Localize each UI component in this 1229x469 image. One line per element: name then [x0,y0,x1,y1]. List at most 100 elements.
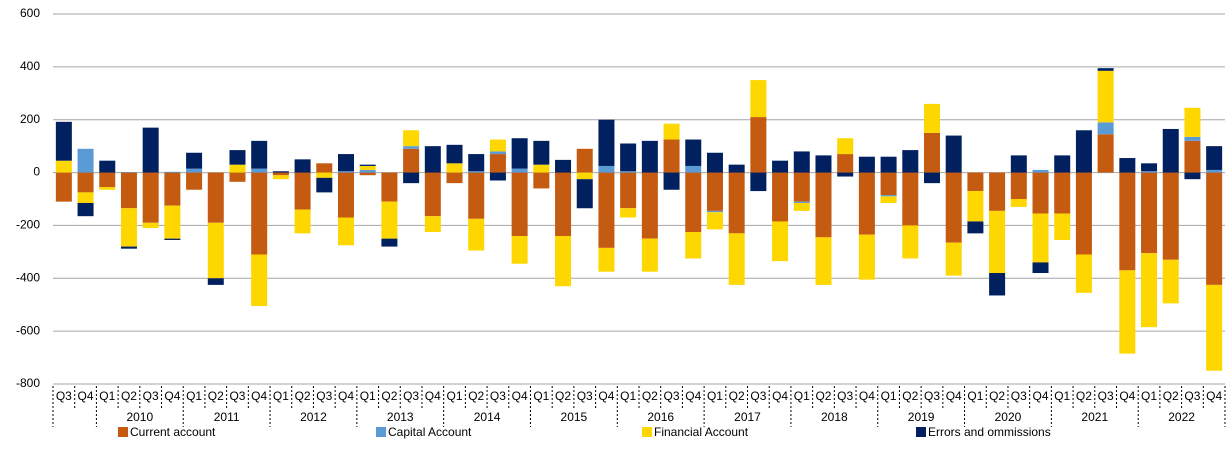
bar [967,191,984,222]
bar [120,208,137,247]
bar [272,171,289,173]
bar [1075,172,1092,255]
bar [272,175,289,180]
legend-label: Current account [130,425,216,439]
bar [186,152,203,169]
bar [989,273,1006,296]
bar [186,168,203,173]
bar [1184,140,1201,173]
bar [641,238,658,272]
x-tick-label: Q1 [447,389,463,403]
bar [793,201,810,203]
bar [1054,172,1071,214]
bar [880,196,897,203]
x-group-label: 2017 [734,410,761,424]
x-group-label: 2018 [821,410,848,424]
bar [316,163,333,173]
x-group-label: 2012 [300,410,327,424]
x-tick-label: Q3 [1011,389,1027,403]
bar [468,154,485,172]
bar [989,172,1006,211]
legend-label: Capital Account [388,425,472,439]
bar [1032,172,1049,214]
bar [120,246,137,249]
bar [620,208,637,218]
legend-swatch [916,427,926,437]
bar [229,172,246,182]
bar [1119,158,1136,173]
bar [403,146,420,149]
bar [945,172,962,243]
bar [446,144,463,164]
bar [880,156,897,173]
bar [598,247,615,272]
bar [207,278,224,285]
x-tick-label: Q4 [164,389,180,403]
bar [142,222,159,229]
bar [381,201,398,239]
bar [858,234,875,280]
bar [837,154,854,173]
bar [1010,155,1027,173]
x-tick-label: Q3 [750,389,766,403]
bar [403,172,420,184]
x-tick-label: Q2 [1163,389,1179,403]
bar [229,164,246,173]
bar [1032,262,1049,273]
x-tick-label: Q2 [468,389,484,403]
bar [1054,155,1071,173]
bar [641,172,658,239]
bar [620,172,637,209]
bar [772,221,789,262]
x-tick-label: Q1 [707,389,723,403]
bar [1162,128,1179,173]
bar [164,205,181,239]
bar [685,139,702,166]
bar [99,160,116,173]
bar [1119,172,1136,271]
bar [858,172,875,235]
x-tick-label: Q1 [533,389,549,403]
x-tick-label: Q3 [1184,389,1200,403]
bar [858,156,875,173]
bar [663,172,680,190]
bar [902,150,919,173]
bar [706,212,723,230]
bar [1097,70,1114,123]
bar [489,139,506,152]
bar [142,172,159,223]
x-tick-label: Q2 [555,389,571,403]
bar [1206,172,1223,285]
bar [533,164,550,173]
x-tick-label: Q1 [1141,389,1157,403]
bar [294,172,311,210]
bar [1141,163,1158,172]
bar [706,172,723,211]
bar [815,155,832,173]
bar [1010,172,1027,199]
bar [186,172,203,190]
bar [294,209,311,234]
bar [77,172,94,193]
x-tick-label: Q2 [121,389,137,403]
bar [142,127,159,173]
bar [555,172,572,236]
bar [533,140,550,165]
x-tick-label: Q4 [1033,389,1049,403]
x-tick-label: Q4 [859,389,875,403]
bar [1010,199,1027,207]
x-tick-label: Q4 [1119,389,1135,403]
bar [576,148,593,173]
bar [55,121,72,161]
x-group-label: 2019 [908,410,935,424]
x-tick-label: Q2 [989,389,1005,403]
bar [99,172,116,188]
bar [1162,259,1179,304]
bar [793,172,810,202]
bar [359,164,376,166]
bar [598,172,615,248]
bar [1075,254,1092,293]
bar [207,172,224,223]
bar [251,168,268,173]
